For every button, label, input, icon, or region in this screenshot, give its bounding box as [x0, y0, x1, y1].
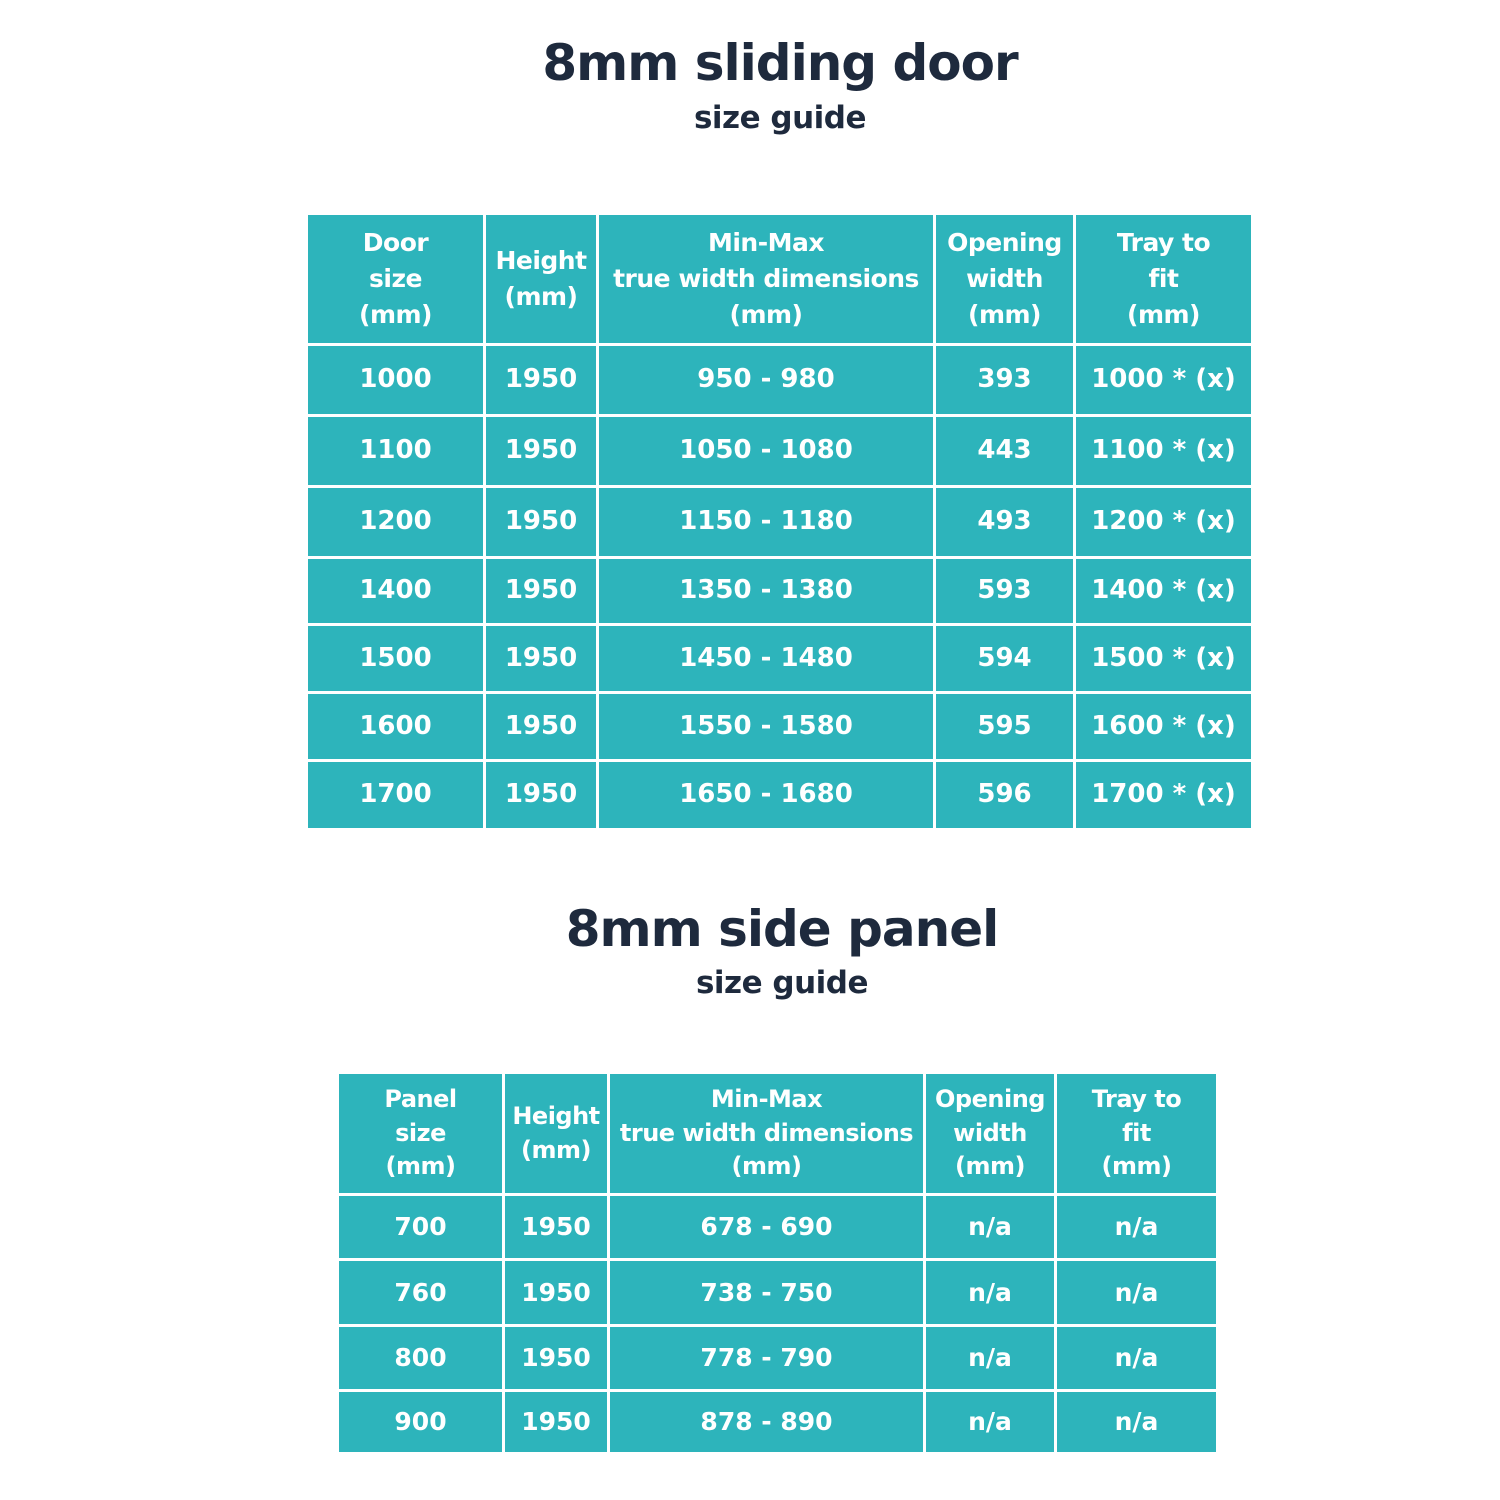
table-cell: 800: [339, 1327, 502, 1389]
table-cell: 1100: [308, 417, 483, 485]
table-cell: 1400 * (x): [1076, 559, 1251, 623]
table-cell: 1450 - 1480: [599, 626, 933, 691]
table-cell: 1950: [486, 559, 596, 623]
table-cell: 778 - 790: [610, 1327, 923, 1389]
table-cell: n/a: [1057, 1392, 1216, 1452]
table-cell: n/a: [1057, 1196, 1216, 1258]
table-cell: 1350 - 1380: [599, 559, 933, 623]
table-cell: 1950: [486, 762, 596, 828]
column-header: Min-Max true width dimensions (mm): [599, 215, 933, 343]
column-header: Panel size (mm): [339, 1074, 502, 1193]
table-cell: 1950: [486, 626, 596, 691]
table-cell: 1950: [505, 1392, 607, 1452]
column-header: Door size (mm): [308, 215, 483, 343]
column-header: Tray to fit (mm): [1057, 1074, 1216, 1193]
table-cell: 1700 * (x): [1076, 762, 1251, 828]
table-cell: 1200: [308, 488, 483, 556]
table-cell: 678 - 690: [610, 1196, 923, 1258]
table-cell: 1150 - 1180: [599, 488, 933, 556]
table-cell: 760: [339, 1261, 502, 1324]
table-cell: 1400: [308, 559, 483, 623]
table-cell: 1650 - 1680: [599, 762, 933, 828]
table-cell: 1950: [486, 346, 596, 414]
table-cell: n/a: [1057, 1327, 1216, 1389]
door-size-table: Door size (mm) Height (mm) Min-Max true wi…: [308, 215, 1251, 828]
table-cell: 596: [936, 762, 1073, 828]
table-cell: 1950: [486, 488, 596, 556]
column-header: Height (mm): [505, 1074, 607, 1193]
door-table-title: 8mm sliding door: [542, 34, 1018, 92]
table-cell: 1200 * (x): [1076, 488, 1251, 556]
column-header: Min-Max true width dimensions (mm): [610, 1074, 923, 1193]
table-cell: 1600 * (x): [1076, 694, 1251, 759]
table-cell: 1950: [505, 1261, 607, 1324]
table-cell: 493: [936, 488, 1073, 556]
door-table-subtitle: size guide: [693, 100, 867, 136]
table-cell: n/a: [926, 1392, 1054, 1452]
table-cell: 1950: [505, 1327, 607, 1389]
table-cell: n/a: [1057, 1261, 1216, 1324]
table-cell: 595: [936, 694, 1073, 759]
table-cell: 1950: [486, 694, 596, 759]
column-header: Opening width (mm): [936, 215, 1073, 343]
table-cell: 594: [936, 626, 1073, 691]
table-cell: 1950: [486, 417, 596, 485]
table-cell: n/a: [926, 1196, 1054, 1258]
table-cell: 1500: [308, 626, 483, 691]
panel-size-table: Panel size (mm) Height (mm) Min-Max true w…: [339, 1074, 1220, 1452]
table-cell: 1700: [308, 762, 483, 828]
table-cell: 1550 - 1580: [599, 694, 933, 759]
table-cell: 950 - 980: [599, 346, 933, 414]
table-cell: 900: [339, 1392, 502, 1452]
column-header: Height (mm): [486, 215, 596, 343]
table-cell: 1600: [308, 694, 483, 759]
panel-table-subtitle: size guide: [695, 965, 869, 1001]
table-cell: 700: [339, 1196, 502, 1258]
table-cell: 878 - 890: [610, 1392, 923, 1452]
table-cell: 443: [936, 417, 1073, 485]
table-cell: n/a: [926, 1261, 1054, 1324]
panel-table-title: 8mm side panel: [565, 900, 1000, 958]
table-cell: 393: [936, 346, 1073, 414]
table-cell: 593: [936, 559, 1073, 623]
table-cell: 1000: [308, 346, 483, 414]
table-cell: 1050 - 1080: [599, 417, 933, 485]
table-cell: 1100 * (x): [1076, 417, 1251, 485]
table-cell: 1000 * (x): [1076, 346, 1251, 414]
table-cell: 1500 * (x): [1076, 626, 1251, 691]
column-header: Opening width (mm): [926, 1074, 1054, 1193]
column-header: Tray to fit (mm): [1076, 215, 1251, 343]
table-cell: 738 - 750: [610, 1261, 923, 1324]
table-cell: 1950: [505, 1196, 607, 1258]
table-cell: n/a: [926, 1327, 1054, 1389]
